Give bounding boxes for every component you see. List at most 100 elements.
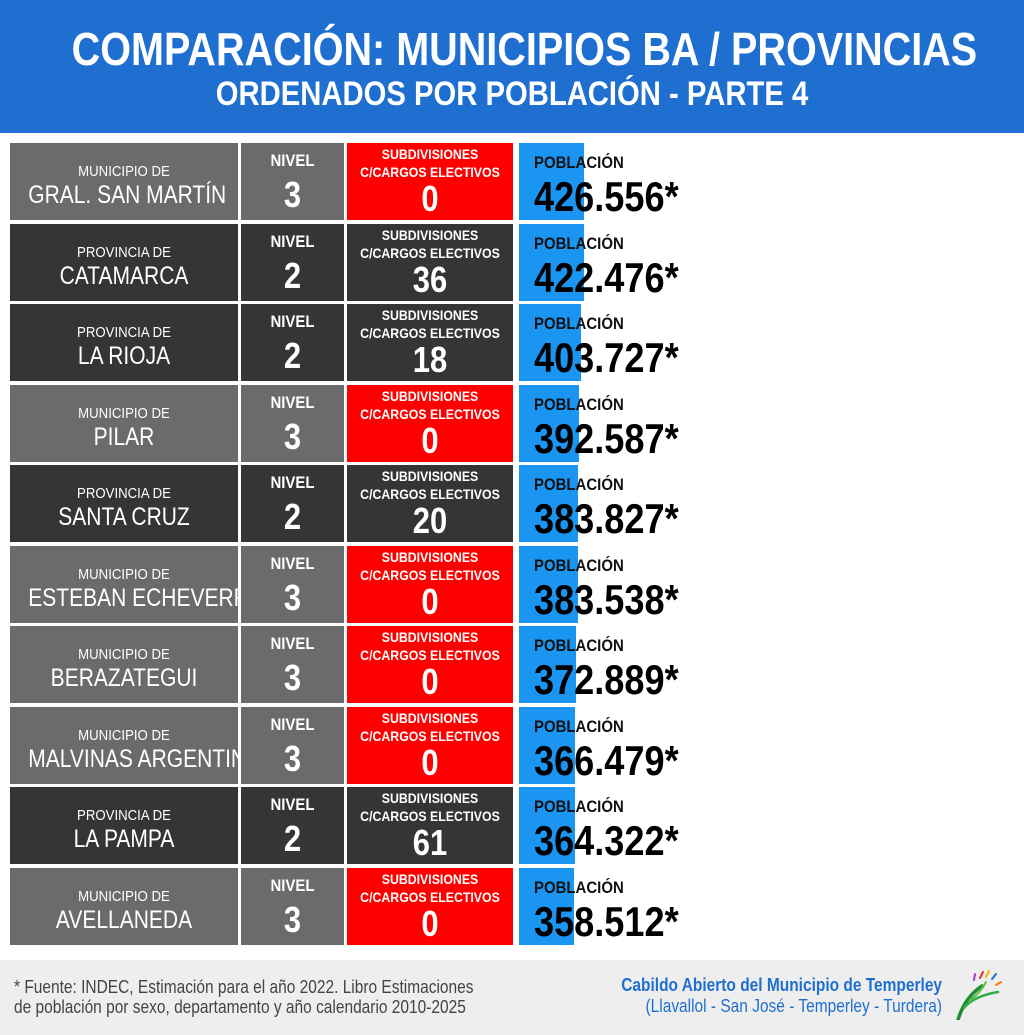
nivel-label: NIVEL	[270, 232, 315, 251]
poblacion-label: POBLACIÓN	[534, 475, 624, 494]
nivel-cell: NIVEL 2	[241, 224, 344, 301]
subdivisiones-value: 0	[421, 661, 439, 702]
subdivisiones-label-line-2: C/CARGOS ELECTIVOS	[360, 808, 500, 824]
poblacion-label: POBLACIÓN	[534, 314, 624, 333]
entity-type-label: PROVINCIA DE	[77, 807, 171, 824]
source-line-1: * Fuente: INDEC, Estimación para el año …	[14, 977, 474, 997]
subdivisiones-label: SUBDIVISIONES C/CARGOS ELECTIVOS	[357, 548, 503, 584]
nivel-label: NIVEL	[270, 634, 315, 653]
entity-name: ESTEBAN ECHEVERRÍA	[28, 584, 238, 612]
poblacion-bar	[519, 304, 581, 381]
poblacion-bar	[519, 546, 578, 623]
poblacion-value: 372.889*	[534, 656, 679, 703]
table-row: MUNICIPIO DE BERAZATEGUI NIVEL 3 SUBDIVISION…	[0, 626, 1024, 703]
subdivisiones-label-line-2: C/CARGOS ELECTIVOS	[360, 164, 500, 180]
poblacion-bar	[519, 626, 576, 703]
poblacion-value: 403.727*	[534, 334, 679, 381]
entity-name: BERAZATEGUI	[50, 664, 198, 692]
subdivisiones-label-line-1: SUBDIVISIONES	[381, 871, 479, 887]
poblacion-label: POBLACIÓN	[534, 153, 624, 172]
entity-name: AVELLANEDA	[55, 906, 193, 934]
nivel-label: NIVEL	[270, 393, 315, 412]
entity-name: GRAL. SAN MARTÍN	[28, 181, 227, 209]
nivel-label: NIVEL	[270, 795, 315, 814]
poblacion-bar	[519, 143, 584, 220]
nivel-cell: NIVEL 3	[241, 385, 344, 462]
entity-name: MALVINAS ARGENTINAS	[28, 745, 238, 773]
cabildo-leaf-logo-icon	[956, 970, 1002, 1020]
poblacion-bar	[519, 868, 574, 945]
entity-cell: MUNICIPIO DE PILAR	[10, 385, 238, 462]
subdivisiones-label: SUBDIVISIONES C/CARGOS ELECTIVOS	[357, 870, 503, 906]
poblacion-label: POBLACIÓN	[534, 636, 624, 655]
poblacion-cell: POBLACIÓN 392.587*	[519, 385, 1024, 462]
poblacion-bar	[519, 465, 578, 542]
subdivisiones-label-line-1: SUBDIVISIONES	[381, 710, 479, 726]
poblacion-bar	[519, 787, 575, 864]
subdivisiones-cell: SUBDIVISIONES C/CARGOS ELECTIVOS 0	[347, 868, 513, 945]
nivel-value: 2	[283, 335, 302, 376]
header-banner: COMPARACIÓN: MUNICIPIOS BA / PROVINCIAS …	[0, 0, 1024, 133]
subdivisiones-label-line-2: C/CARGOS ELECTIVOS	[360, 647, 500, 663]
entity-name: LA PAMPA	[73, 825, 175, 853]
poblacion-bar	[519, 707, 575, 784]
poblacion-cell: POBLACIÓN 422.476*	[519, 224, 1024, 301]
poblacion-label: POBLACIÓN	[534, 717, 624, 736]
table-row: PROVINCIA DE SANTA CRUZ NIVEL 2 SUBDIVISIONE…	[0, 465, 1024, 542]
page-subtitle: ORDENADOS POR POBLACIÓN - PARTE 4	[215, 75, 809, 113]
poblacion-label: POBLACIÓN	[534, 395, 624, 414]
subdivisiones-label-line-1: SUBDIVISIONES	[381, 388, 479, 404]
subdivisiones-value: 0	[421, 581, 439, 622]
subdivisiones-cell: SUBDIVISIONES C/CARGOS ELECTIVOS 18	[347, 304, 513, 381]
subdivisiones-label-line-1: SUBDIVISIONES	[381, 468, 479, 484]
entity-cell: PROVINCIA DE SANTA CRUZ	[10, 465, 238, 542]
subdivisiones-label-line-2: C/CARGOS ELECTIVOS	[360, 406, 500, 422]
entity-name: SANTA CRUZ	[58, 503, 190, 531]
footer: * Fuente: INDEC, Estimación para el año …	[0, 960, 1024, 1035]
subdivisiones-cell: SUBDIVISIONES C/CARGOS ELECTIVOS 0	[347, 707, 513, 784]
entity-type-label: MUNICIPIO DE	[78, 566, 170, 583]
subdivisiones-cell: SUBDIVISIONES C/CARGOS ELECTIVOS 61	[347, 787, 513, 864]
credit-line-2: (Llavallol - San José - Temperley - Turd…	[645, 996, 942, 1016]
subdivisiones-value: 0	[421, 178, 439, 219]
subdivisiones-label: SUBDIVISIONES C/CARGOS ELECTIVOS	[357, 226, 503, 262]
subdivisiones-cell: SUBDIVISIONES C/CARGOS ELECTIVOS 0	[347, 143, 513, 220]
entity-cell: MUNICIPIO DE AVELLANEDA	[10, 868, 238, 945]
subdivisiones-label-line-1: SUBDIVISIONES	[381, 146, 479, 162]
entity-type-label: MUNICIPIO DE	[78, 163, 170, 180]
poblacion-value: 364.322*	[534, 817, 679, 864]
poblacion-value: 426.556*	[534, 173, 679, 220]
subdivisiones-label-line-2: C/CARGOS ELECTIVOS	[360, 245, 500, 261]
entity-type-label: MUNICIPIO DE	[78, 888, 170, 905]
nivel-value: 2	[283, 818, 302, 859]
entity-cell: PROVINCIA DE LA RIOJA	[10, 304, 238, 381]
subdivisiones-label-line-1: SUBDIVISIONES	[381, 629, 479, 645]
nivel-value: 3	[283, 416, 302, 457]
subdivisiones-value: 18	[412, 339, 448, 380]
nivel-value: 3	[283, 738, 302, 779]
table-row: MUNICIPIO DE GRAL. SAN MARTÍN NIVEL 3 SUBDIV…	[0, 143, 1024, 220]
entity-type-label: PROVINCIA DE	[77, 485, 171, 502]
subdivisiones-label-line-1: SUBDIVISIONES	[381, 790, 479, 806]
poblacion-cell: POBLACIÓN 372.889*	[519, 626, 1024, 703]
subdivisiones-value: 0	[421, 903, 439, 944]
poblacion-value: 383.827*	[534, 495, 679, 542]
subdivisiones-cell: SUBDIVISIONES C/CARGOS ELECTIVOS 20	[347, 465, 513, 542]
nivel-cell: NIVEL 2	[241, 787, 344, 864]
table-row: PROVINCIA DE CATAMARCA NIVEL 2 SUBDIVISIONES…	[0, 224, 1024, 301]
nivel-label: NIVEL	[270, 151, 315, 170]
subdivisiones-label-line-2: C/CARGOS ELECTIVOS	[360, 889, 500, 905]
entity-type-label: MUNICIPIO DE	[78, 646, 170, 663]
table-row: PROVINCIA DE LA PAMPA NIVEL 2 SUBDIVISIONES C…	[0, 787, 1024, 864]
subdivisiones-label: SUBDIVISIONES C/CARGOS ELECTIVOS	[357, 467, 503, 503]
subdivisiones-label: SUBDIVISIONES C/CARGOS ELECTIVOS	[357, 709, 503, 745]
subdivisiones-label-line-2: C/CARGOS ELECTIVOS	[360, 486, 500, 502]
entity-cell: PROVINCIA DE CATAMARCA	[10, 224, 238, 301]
nivel-label: NIVEL	[270, 473, 315, 492]
subdivisiones-label: SUBDIVISIONES C/CARGOS ELECTIVOS	[357, 628, 503, 664]
nivel-cell: NIVEL 3	[241, 143, 344, 220]
subdivisiones-label: SUBDIVISIONES C/CARGOS ELECTIVOS	[357, 145, 503, 181]
table-row: MUNICIPIO DE PILAR NIVEL 3 SUBDIVISIONES C/CA…	[0, 385, 1024, 462]
